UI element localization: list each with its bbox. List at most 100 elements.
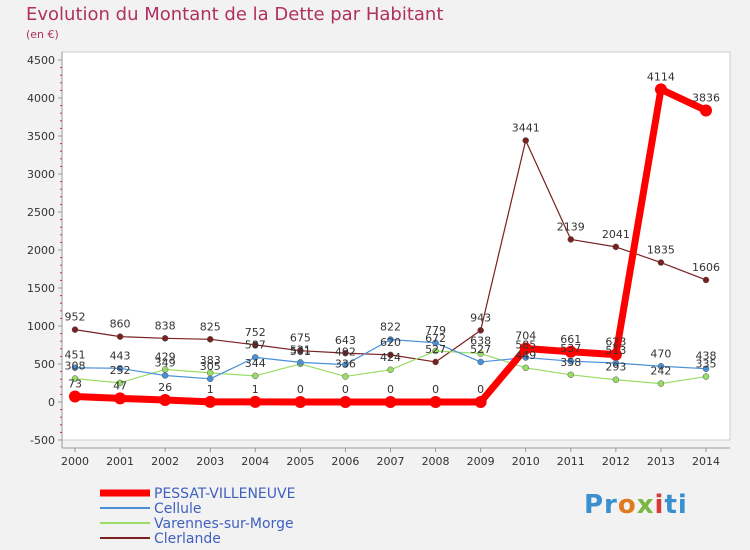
data-label: 527 xyxy=(470,343,491,356)
data-label: 1 xyxy=(207,383,214,396)
data-label: 672 xyxy=(425,332,446,345)
data-label: 620 xyxy=(380,336,401,349)
x-tick-label: 2009 xyxy=(467,455,495,468)
data-label: 0 xyxy=(342,383,349,396)
data-label: 470 xyxy=(650,347,671,360)
y-tick-label: 3000 xyxy=(27,168,55,181)
data-label: 638 xyxy=(470,335,491,348)
data-label: 623 xyxy=(605,336,626,349)
data-point xyxy=(206,375,214,383)
x-tick-label: 2000 xyxy=(61,455,89,468)
data-label: 443 xyxy=(110,349,131,362)
data-label: 349 xyxy=(155,356,176,369)
y-tick-label: 3500 xyxy=(27,130,55,143)
data-point xyxy=(206,336,214,343)
data-label: 438 xyxy=(696,350,717,363)
y-tick-label: 4500 xyxy=(27,54,55,67)
data-point xyxy=(519,342,532,355)
x-tick-label: 2013 xyxy=(647,455,675,468)
x-tick-label: 2002 xyxy=(151,455,179,468)
data-label: 0 xyxy=(387,383,394,396)
data-point xyxy=(702,373,710,380)
data-label: 3441 xyxy=(512,121,540,134)
data-point xyxy=(116,333,124,340)
data-label: 501 xyxy=(290,345,311,358)
data-label: 521 xyxy=(290,343,311,356)
data-label: 3836 xyxy=(692,91,720,104)
y-tick-label: 2500 xyxy=(27,206,55,219)
data-point xyxy=(700,104,712,117)
y-tick-label: 1000 xyxy=(27,320,55,333)
x-tick-label: 2005 xyxy=(286,455,314,468)
data-point xyxy=(342,349,349,357)
x-tick-label: 2006 xyxy=(331,455,359,468)
data-label: 26 xyxy=(158,381,172,394)
y-tick-label: -500 xyxy=(30,434,55,447)
y-tick-label: 4000 xyxy=(27,92,55,105)
data-point xyxy=(249,395,262,408)
x-tick-label: 2003 xyxy=(196,455,224,468)
data-point xyxy=(69,390,81,403)
data-label: 252 xyxy=(110,364,131,377)
data-point xyxy=(657,380,665,387)
data-label: 449 xyxy=(515,349,536,362)
data-label: 358 xyxy=(560,356,581,369)
x-tick-label: 2014 xyxy=(692,455,720,468)
data-label: 527 xyxy=(425,343,446,356)
data-label: 305 xyxy=(200,360,221,373)
data-point xyxy=(339,396,352,408)
data-point xyxy=(342,361,349,368)
data-label: 2041 xyxy=(602,228,630,241)
data-point xyxy=(294,396,307,408)
data-point xyxy=(654,83,667,96)
data-point xyxy=(342,373,349,380)
data-label: 308 xyxy=(65,360,86,373)
data-label: 860 xyxy=(110,318,131,331)
data-point xyxy=(564,345,577,358)
data-point xyxy=(657,259,665,266)
data-point xyxy=(567,357,575,365)
data-point xyxy=(71,375,79,382)
chart-title: Evolution du Montant de la Dette par Hab… xyxy=(26,4,444,25)
y-tick-label: 2000 xyxy=(27,244,55,257)
data-label: 383 xyxy=(200,354,221,367)
data-label: 587 xyxy=(245,338,266,351)
data-label: 1835 xyxy=(647,244,675,257)
data-point xyxy=(609,348,622,361)
data-label: 585 xyxy=(515,339,536,352)
data-label: 952 xyxy=(65,311,86,324)
data-label: 661 xyxy=(560,333,581,346)
data-point xyxy=(116,379,124,387)
data-label: 73 xyxy=(68,377,82,390)
data-point xyxy=(657,363,665,370)
data-point xyxy=(252,354,259,361)
data-label: 429 xyxy=(155,350,176,363)
data-label: 293 xyxy=(605,361,626,374)
y-tick-label: 1500 xyxy=(27,282,55,295)
data-label: 451 xyxy=(65,349,86,362)
legend-label: Varennes-sur-Morge xyxy=(154,516,294,532)
x-tick-label: 2012 xyxy=(602,455,630,468)
data-point xyxy=(297,347,304,354)
data-label: 424 xyxy=(380,351,401,364)
data-point xyxy=(159,394,172,407)
data-point xyxy=(114,392,127,405)
data-point xyxy=(252,372,259,380)
data-point xyxy=(702,365,710,372)
data-point xyxy=(522,364,529,372)
data-label: 0 xyxy=(432,383,439,396)
data-point xyxy=(297,359,304,366)
data-label: 943 xyxy=(470,311,491,324)
data-label: 47 xyxy=(113,379,127,392)
data-label: 838 xyxy=(155,319,176,332)
data-label: 822 xyxy=(380,321,401,334)
data-label: 492 xyxy=(335,346,356,359)
data-point xyxy=(432,347,439,355)
proxiti-logo: Proxiti xyxy=(584,490,688,520)
data-point xyxy=(387,366,394,374)
x-tick-label: 2011 xyxy=(557,455,585,468)
legend-label: Clerlande xyxy=(154,531,221,547)
data-label: 513 xyxy=(605,344,626,357)
data-label: 537 xyxy=(560,342,581,355)
